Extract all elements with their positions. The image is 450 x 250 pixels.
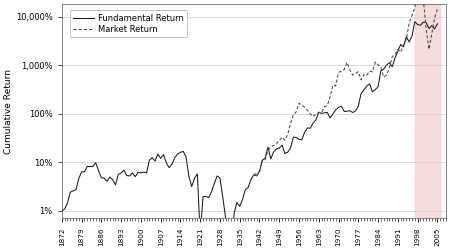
Fundamental Return xyxy=(79,170,84,173)
Fundamental Return xyxy=(152,160,158,162)
Line: Market Return: Market Return xyxy=(254,0,437,175)
Y-axis label: Cumulative Return: Cumulative Return xyxy=(4,69,13,154)
Fundamental Return xyxy=(59,209,64,212)
Market Return xyxy=(409,14,414,17)
Fundamental Return xyxy=(203,195,208,198)
Bar xyxy=(415,4,440,218)
Fundamental Return xyxy=(412,20,418,23)
Fundamental Return xyxy=(229,249,234,250)
Legend: Fundamental Return, Market Return: Fundamental Return, Market Return xyxy=(70,10,187,37)
Market Return xyxy=(412,6,418,9)
Fundamental Return xyxy=(418,24,423,27)
Fundamental Return xyxy=(141,170,146,173)
Line: Fundamental Return: Fundamental Return xyxy=(62,22,437,250)
Market Return xyxy=(435,8,440,10)
Fundamental Return xyxy=(435,22,440,25)
Fundamental Return xyxy=(415,23,420,26)
